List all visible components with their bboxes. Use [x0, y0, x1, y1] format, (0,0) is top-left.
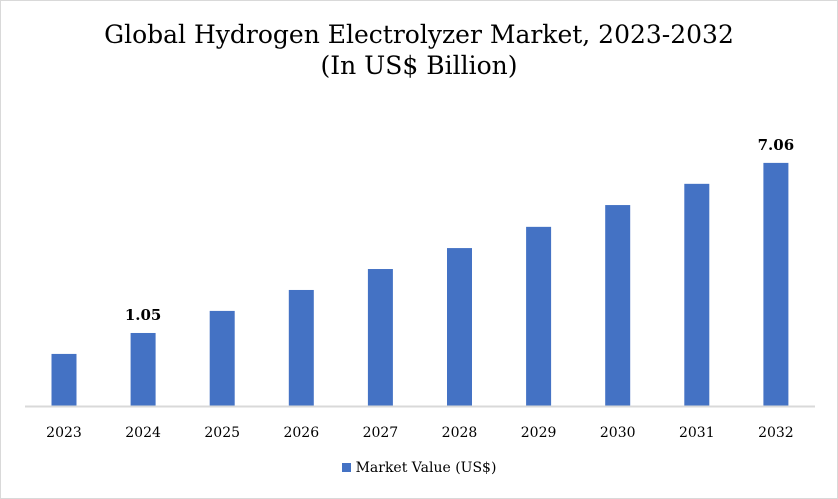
x-tick-label: 2024 [125, 425, 161, 441]
bar-2026 [288, 289, 314, 406]
legend: Market Value (US$) [1, 460, 837, 476]
bar-2030 [605, 205, 631, 406]
bar-2032 [763, 162, 789, 406]
x-tick-label: 2031 [679, 425, 715, 441]
x-tick-label: 2026 [283, 425, 319, 441]
x-tick-label: 2029 [521, 425, 557, 441]
chart-title-block: Global Hydrogen Electrolyzer Market, 202… [1, 19, 837, 81]
legend-label: Market Value (US$) [355, 460, 497, 476]
bar-2025 [209, 310, 235, 406]
bar-2027 [367, 269, 393, 406]
legend-swatch [341, 463, 351, 472]
x-tick-label: 2027 [363, 425, 399, 441]
data-label: 7.06 [758, 136, 795, 154]
x-tick-label: 2025 [204, 425, 240, 441]
x-tick-label: 2023 [46, 425, 82, 441]
bar-2028 [447, 248, 472, 406]
chart-subtitle: (In US$ Billion) [320, 51, 518, 80]
x-tick-label: 2030 [600, 425, 636, 441]
data-label: 1.05 [125, 306, 162, 324]
x-tick-label: 2032 [758, 425, 794, 441]
x-tick-label: 2028 [442, 425, 478, 441]
chart-title: Global Hydrogen Electrolyzer Market, 202… [104, 20, 734, 49]
bar-2023 [51, 353, 77, 406]
bar-2024 [130, 332, 156, 406]
bar-2029 [526, 226, 552, 406]
bar-2031 [684, 183, 710, 406]
